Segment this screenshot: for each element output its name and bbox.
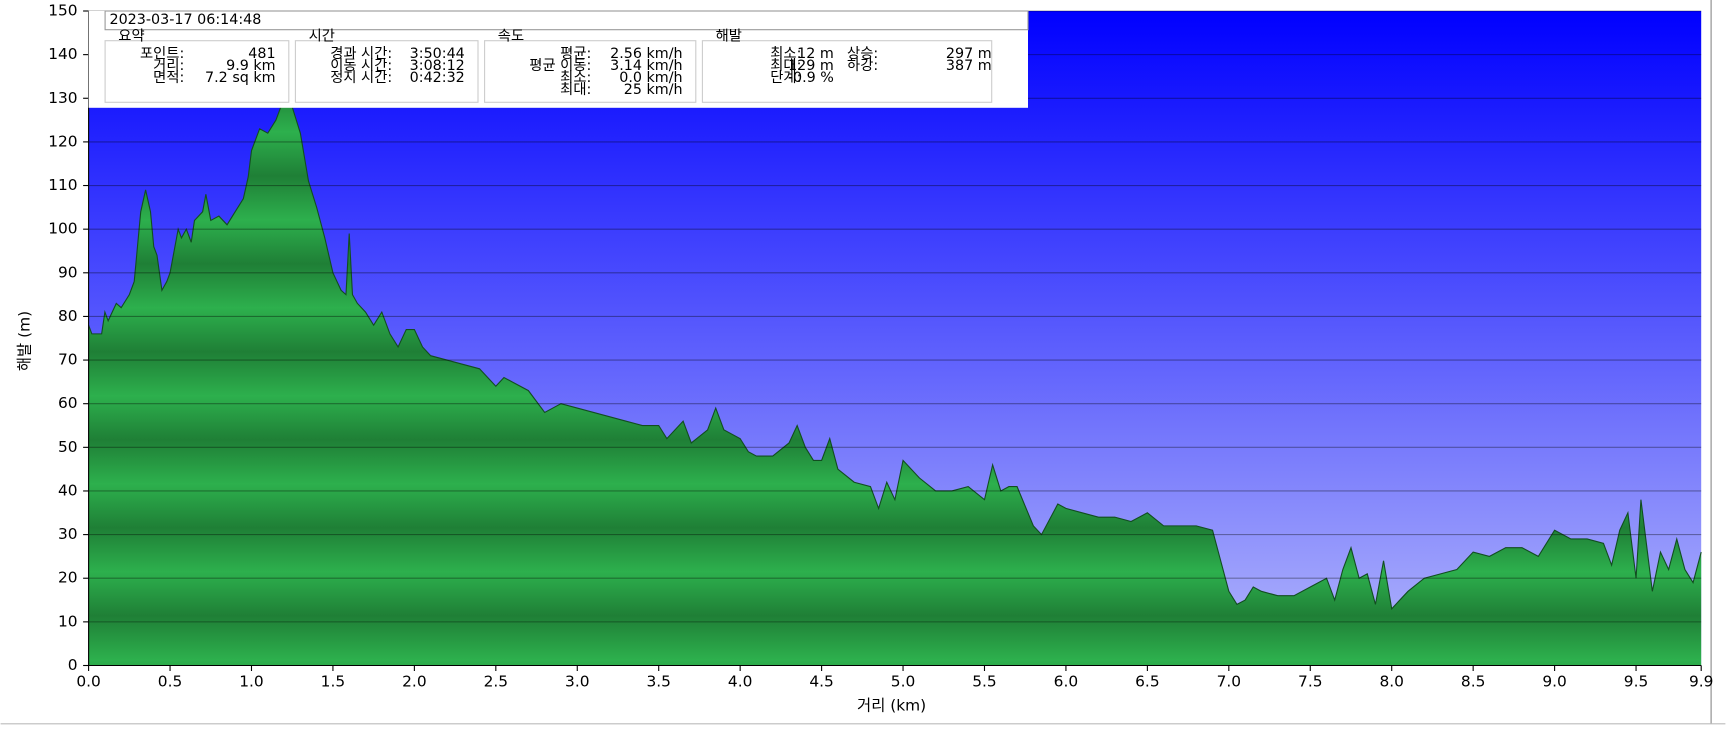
y-tick-label: 130: [48, 89, 77, 107]
info-value: 481: [248, 46, 275, 62]
info-value: 3:50:44: [410, 46, 465, 62]
info-label: 포인트:: [140, 45, 184, 62]
info-value: 25 km/h: [624, 82, 683, 98]
info-label: 경과 시간:: [330, 45, 392, 62]
x-tick-label: 6.0: [1054, 672, 1078, 690]
y-tick-label: 20: [58, 569, 78, 587]
timestamp-box: [104, 10, 1029, 31]
y-tick-label: 90: [58, 263, 78, 281]
x-tick-label: 7.0: [1217, 672, 1241, 690]
y-tick-label: 50: [58, 438, 78, 456]
area: [88, 98, 1702, 666]
x-tick-label: 9.0: [1542, 672, 1566, 690]
group-title: 요약: [118, 27, 144, 44]
y-tick-label: 150: [48, 1, 77, 19]
x-tick-label: 1.0: [239, 672, 263, 690]
group-title: 시간: [309, 27, 335, 44]
info-value: 0:42:32: [410, 70, 465, 86]
info-label: 단계:: [770, 69, 801, 86]
info-label: 평균 이동:: [529, 57, 591, 74]
group-box: [104, 40, 290, 103]
timestamp: 2023-03-17 06:14:48: [110, 12, 262, 28]
area-outline: [88, 97, 1702, 610]
info-label: 하강:: [847, 57, 878, 74]
x-tick-label: 9.5: [1624, 672, 1648, 690]
x-tick-label: 5.0: [891, 672, 915, 690]
y-tick-label: 120: [48, 132, 77, 150]
info-value: 3:08:12: [410, 58, 465, 74]
y-tick-label: 0: [68, 656, 78, 674]
info-label: 이동 시간:: [330, 57, 392, 74]
y-tick-label: 60: [58, 394, 78, 412]
info-label: 상승:: [847, 45, 878, 62]
info-label: 평균:: [560, 45, 591, 62]
x-tick-label: 3.5: [646, 672, 670, 690]
info-value: 2.56 km/h: [610, 46, 682, 62]
info-label: 최소:: [560, 69, 591, 86]
x-tick-label: 0.0: [76, 672, 100, 690]
x-axis-label: 거리 (km): [857, 697, 926, 715]
plot-area: [88, 10, 1702, 667]
info-value: 9.9 km: [226, 58, 276, 74]
x-tick-label: 5.5: [972, 672, 996, 690]
x-tick-label: 8.0: [1379, 672, 1403, 690]
x-tick-label: 6.5: [1135, 672, 1159, 690]
x-tick-label: 4.5: [809, 672, 833, 690]
x-tick-label: 4.0: [728, 672, 752, 690]
info-label: 거리:: [153, 57, 184, 74]
y-tick-label: 140: [48, 45, 77, 63]
x-tick-label: 3.0: [565, 672, 589, 690]
y-tick-label: 100: [48, 220, 77, 238]
y-tick-label: 110: [48, 176, 77, 194]
info-value: 129 m: [788, 58, 834, 74]
x-tick-label: 8.5: [1461, 672, 1485, 690]
x-tick-label: 7.5: [1298, 672, 1322, 690]
info-label: 최대:: [560, 81, 591, 98]
group-title: 해발: [716, 27, 742, 44]
info-value: 3.14 km/h: [610, 58, 682, 74]
x-tick-label: 9.9: [1689, 672, 1713, 690]
info-value: -0.9 %: [788, 70, 834, 86]
group-box: [701, 40, 993, 103]
x-tick-label: 1.5: [321, 672, 345, 690]
y-tick-label: 30: [58, 525, 78, 543]
group-title: 속도: [498, 27, 524, 44]
info-label: 면적:: [153, 69, 184, 86]
y-tick-label: 10: [58, 612, 78, 630]
info-value: 387 m: [946, 58, 992, 74]
info-value: 297 m: [946, 46, 992, 62]
info-value: 7.2 sq km: [205, 70, 276, 86]
y-tick-label: 40: [58, 481, 78, 499]
x-tick-label: 0.5: [158, 672, 182, 690]
y-tick-label: 80: [58, 307, 78, 325]
y-axis-label: 해발 (m): [15, 311, 33, 371]
x-tick-label: 2.0: [402, 672, 426, 690]
info-value: 0.0 km/h: [619, 70, 682, 86]
info-value: 12 m: [797, 46, 834, 62]
x-tick-label: 2.5: [484, 672, 508, 690]
group-box: [484, 40, 697, 103]
group-box: [294, 40, 479, 103]
info-label: 최소:: [770, 45, 801, 62]
y-tick-label: 70: [58, 351, 78, 369]
info-label: 최대:: [770, 57, 801, 74]
info-label: 정지 시간:: [330, 69, 392, 86]
